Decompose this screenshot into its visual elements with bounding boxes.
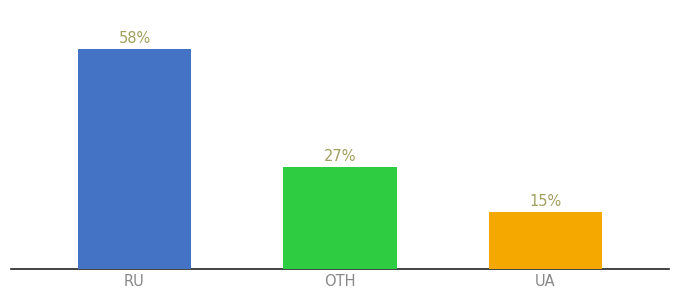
Text: 27%: 27% <box>324 148 356 164</box>
Text: 15%: 15% <box>530 194 562 209</box>
Bar <box>78 49 191 269</box>
Bar <box>284 167 396 269</box>
Text: 58%: 58% <box>118 31 150 46</box>
Bar <box>489 212 602 269</box>
